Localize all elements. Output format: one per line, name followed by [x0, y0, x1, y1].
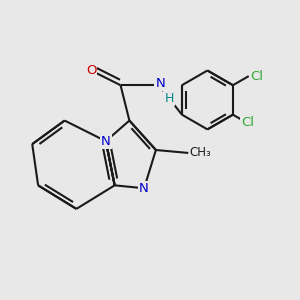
Text: Cl: Cl: [241, 116, 254, 129]
Text: N: N: [139, 182, 149, 195]
Text: N: N: [155, 77, 165, 90]
Text: Cl: Cl: [250, 70, 263, 83]
Text: N: N: [101, 135, 111, 148]
Text: O: O: [86, 64, 96, 77]
Text: H: H: [164, 92, 174, 105]
Text: CH₃: CH₃: [190, 146, 212, 159]
